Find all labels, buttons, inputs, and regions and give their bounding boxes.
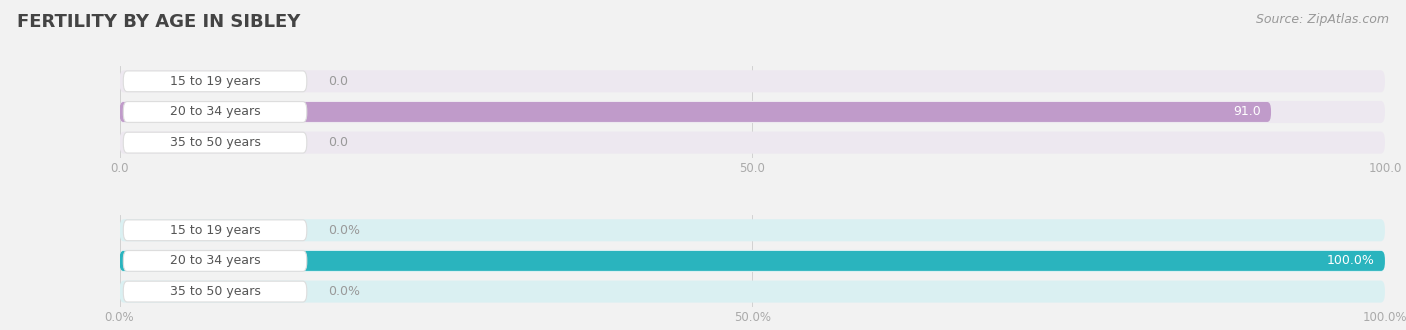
FancyBboxPatch shape: [120, 102, 1271, 122]
Text: 20 to 34 years: 20 to 34 years: [170, 254, 260, 267]
Text: FERTILITY BY AGE IN SIBLEY: FERTILITY BY AGE IN SIBLEY: [17, 13, 301, 31]
FancyBboxPatch shape: [124, 102, 307, 122]
FancyBboxPatch shape: [120, 70, 1385, 92]
Text: Source: ZipAtlas.com: Source: ZipAtlas.com: [1256, 13, 1389, 26]
Text: 0.0: 0.0: [329, 136, 349, 149]
Text: 20 to 34 years: 20 to 34 years: [170, 106, 260, 118]
FancyBboxPatch shape: [120, 280, 1385, 303]
Text: 0.0%: 0.0%: [329, 285, 360, 298]
FancyBboxPatch shape: [120, 219, 1385, 241]
Text: 100.0%: 100.0%: [1327, 254, 1375, 267]
FancyBboxPatch shape: [120, 250, 1385, 272]
Text: 91.0: 91.0: [1233, 106, 1261, 118]
FancyBboxPatch shape: [124, 71, 307, 92]
Text: 35 to 50 years: 35 to 50 years: [170, 136, 260, 149]
Text: 35 to 50 years: 35 to 50 years: [170, 285, 260, 298]
Text: 15 to 19 years: 15 to 19 years: [170, 224, 260, 237]
FancyBboxPatch shape: [124, 220, 307, 241]
FancyBboxPatch shape: [120, 101, 1385, 123]
FancyBboxPatch shape: [120, 251, 1385, 271]
Text: 15 to 19 years: 15 to 19 years: [170, 75, 260, 88]
FancyBboxPatch shape: [120, 132, 1385, 154]
FancyBboxPatch shape: [124, 132, 307, 153]
FancyBboxPatch shape: [124, 250, 307, 271]
Text: 0.0: 0.0: [329, 75, 349, 88]
FancyBboxPatch shape: [124, 281, 307, 302]
Text: 0.0%: 0.0%: [329, 224, 360, 237]
